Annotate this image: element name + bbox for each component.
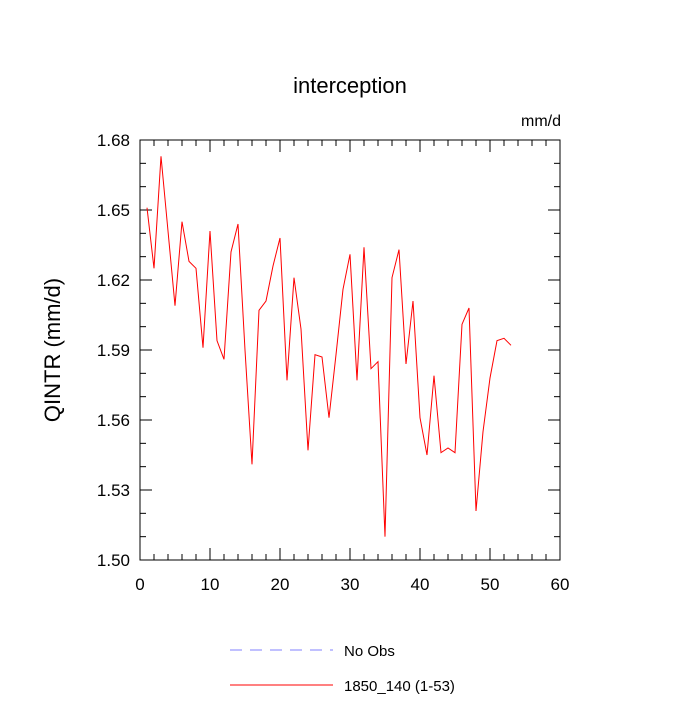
chart-title: interception	[293, 73, 407, 98]
legend: No Obs 1850_140 (1-53)	[230, 643, 455, 695]
x-tick-label: 0	[135, 575, 144, 594]
y-tick-label: 1.59	[97, 341, 130, 360]
legend-label: No Obs	[344, 643, 395, 660]
y-tick-label: 1.62	[97, 271, 130, 290]
x-tick-label: 60	[551, 575, 570, 594]
x-tick-label: 10	[201, 575, 220, 594]
y-tick-label: 1.53	[97, 481, 130, 500]
units-label: mm/d	[521, 113, 561, 130]
x-tick-label: 40	[411, 575, 430, 594]
plot-area: 0 10 20 30 40 50 60 1.50 1.53 1.56 1.59 1.62 1.65 1.6…	[97, 131, 570, 594]
y-tick-label: 1.65	[97, 201, 130, 220]
y-tick-label: 1.56	[97, 411, 130, 430]
legend-label: 1850_140 (1-53)	[344, 678, 455, 695]
y-tick-label: 1.50	[97, 551, 130, 570]
y-axis-label: QINTR (mm/d)	[40, 278, 65, 422]
plot-frame	[140, 140, 560, 560]
x-tick-label: 50	[481, 575, 500, 594]
x-tick-label: 30	[341, 575, 360, 594]
x-tick-label: 20	[271, 575, 290, 594]
y-tick-label: 1.68	[97, 131, 130, 150]
series-line	[147, 156, 511, 536]
